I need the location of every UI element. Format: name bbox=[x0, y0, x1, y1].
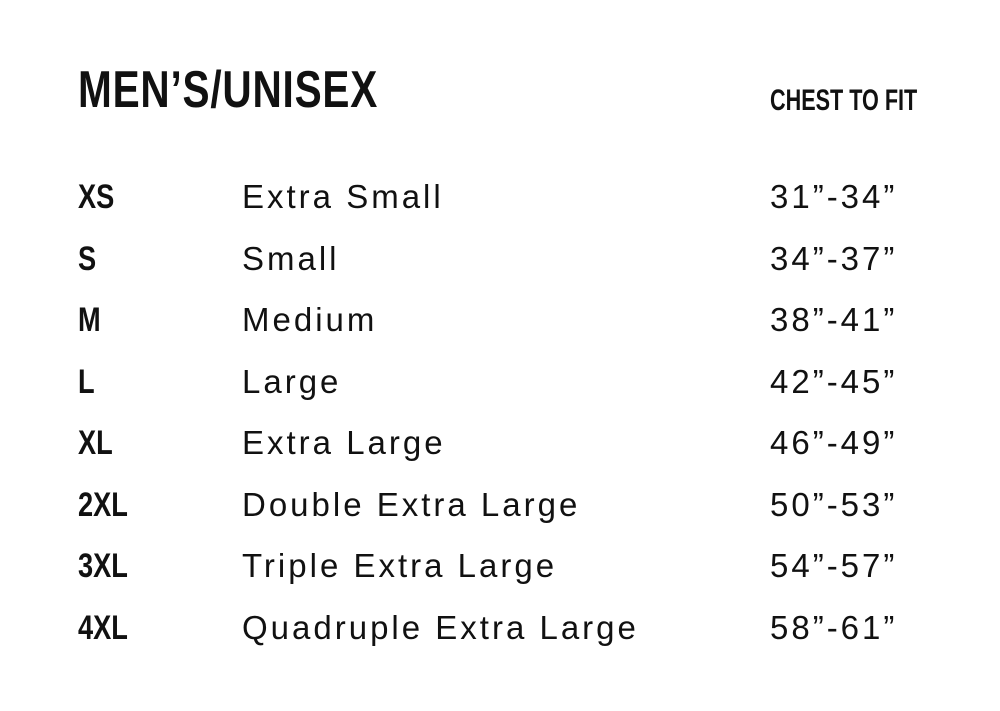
chest-range: 50”-53” bbox=[770, 485, 898, 523]
size-name: Extra Large bbox=[242, 424, 446, 461]
chest-column-header: CHEST TO FIT bbox=[770, 84, 918, 117]
size-code: L bbox=[78, 362, 95, 401]
table-row: XS Extra Small 31”-34” bbox=[0, 178, 1000, 228]
size-code: XL bbox=[78, 424, 113, 462]
size-code: 2XL bbox=[78, 485, 128, 524]
size-code: 3XL bbox=[78, 547, 128, 585]
table-row: 4XL Quadruple Extra Large 58”-61” bbox=[0, 609, 1000, 659]
size-name: Triple Extra Large bbox=[242, 547, 558, 584]
page-title: MEN’S/UNISEX bbox=[78, 61, 379, 119]
size-name: Small bbox=[242, 239, 340, 277]
size-code: XS bbox=[78, 178, 115, 216]
size-code: M bbox=[78, 301, 101, 339]
size-code: S bbox=[78, 239, 97, 278]
size-name: Medium bbox=[242, 301, 378, 338]
table-row: 2XL Double Extra Large 50”-53” bbox=[0, 486, 1000, 536]
chest-range: 34”-37” bbox=[770, 239, 898, 277]
size-name: Extra Small bbox=[242, 178, 444, 215]
size-name: Large bbox=[242, 362, 342, 400]
size-code: 4XL bbox=[78, 608, 128, 647]
chest-range: 38”-41” bbox=[770, 301, 898, 338]
table-row: M Medium 38”-41” bbox=[0, 301, 1000, 351]
table-row: XL Extra Large 46”-49” bbox=[0, 424, 1000, 474]
table-row: 3XL Triple Extra Large 54”-57” bbox=[0, 547, 1000, 597]
chest-range: 31”-34” bbox=[770, 178, 898, 215]
chest-range: 46”-49” bbox=[770, 424, 898, 461]
table-row: S Small 34”-37” bbox=[0, 240, 1000, 290]
chest-range: 54”-57” bbox=[770, 547, 898, 584]
size-name: Double Extra Large bbox=[242, 485, 581, 523]
chest-range: 42”-45” bbox=[770, 362, 898, 400]
table-row: L Large 42”-45” bbox=[0, 363, 1000, 413]
size-name: Quadruple Extra Large bbox=[242, 608, 639, 646]
chest-range: 58”-61” bbox=[770, 608, 898, 646]
